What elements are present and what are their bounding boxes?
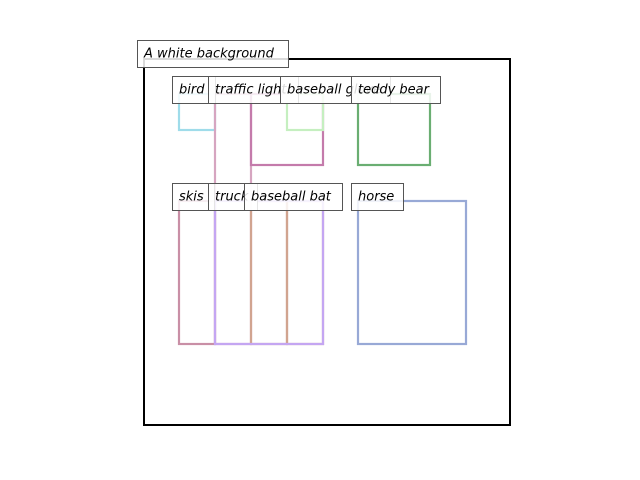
label-text: traffic light bbox=[215, 83, 287, 98]
label: skis bbox=[172, 183, 215, 211]
caption-label: A white background bbox=[137, 40, 289, 68]
label-text: teddy bear bbox=[358, 83, 431, 98]
background-frame bbox=[143, 58, 511, 426]
skis-box bbox=[177, 199, 217, 346]
label-text: bird bbox=[179, 83, 205, 98]
label-text: truck bbox=[215, 190, 249, 205]
label-text: baseball bat bbox=[251, 190, 332, 205]
traffic-light-box bbox=[213, 92, 253, 346]
horse-box bbox=[356, 199, 468, 346]
label-text: skis bbox=[179, 190, 204, 205]
baseball-bat-box bbox=[249, 199, 289, 346]
object-box bbox=[285, 199, 325, 346]
label-text: horse bbox=[358, 190, 394, 205]
label: horse bbox=[351, 183, 404, 211]
label: baseball bat bbox=[244, 183, 343, 211]
caption-text: A white background bbox=[143, 47, 275, 62]
truck-box bbox=[213, 199, 325, 346]
label: teddy bear bbox=[351, 76, 441, 104]
teddy-bear-box bbox=[356, 92, 432, 167]
